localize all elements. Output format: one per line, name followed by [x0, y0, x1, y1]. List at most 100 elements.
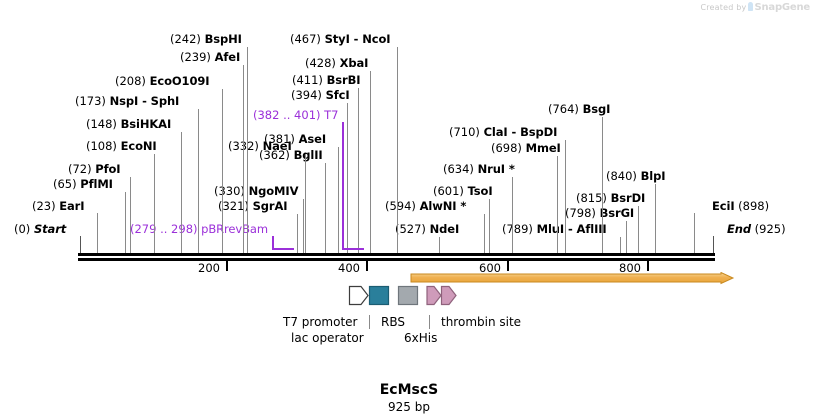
ruler-tick-label-200: 200	[198, 261, 220, 275]
enzyme-label-blpi[interactable]: (840) BlpI	[606, 169, 666, 183]
feature-label-thrombin-site[interactable]: thrombin site	[441, 315, 522, 329]
leader-line-sfci	[347, 103, 348, 253]
enzyme-label-pfoi[interactable]: (72) PfoI	[68, 162, 121, 176]
enzyme-name: AlwNI *	[419, 199, 467, 213]
ruler-tick-label-800: 800	[619, 261, 641, 275]
enzyme-pos: (710)	[449, 125, 480, 139]
enzyme-label-bsphi[interactable]: (242) BspHI	[170, 33, 242, 46]
enzyme-label-alwni[interactable]: (594) AlwNI *	[385, 200, 466, 213]
enzyme-name: BlpI	[640, 169, 666, 183]
feature-label-lac-operator[interactable]: lac operator	[291, 331, 364, 345]
enzyme-label-bsrgi[interactable]: (798) BsrGI	[565, 207, 634, 220]
enzyme-label-sgrai[interactable]: (321) SgrAI	[218, 200, 288, 213]
leader-line-clai	[565, 140, 566, 253]
leader-line-econi	[154, 154, 155, 253]
enzyme-name: PfoI	[95, 162, 121, 176]
ruler-tick-label-400: 400	[338, 261, 360, 275]
enzyme-name: MluI - AflIII	[536, 222, 607, 236]
enzyme-name: SfcI	[325, 88, 350, 102]
feature-label-rbs[interactable]: RBS	[381, 315, 405, 329]
ruler-tick-mark-400	[366, 261, 368, 271]
enzyme-label-ndei[interactable]: (527) NdeI	[395, 223, 459, 236]
enzyme-name: EcoO109I	[149, 74, 210, 88]
sequence-end-label[interactable]: End (925)	[727, 223, 786, 236]
orf-arrow[interactable]	[410, 272, 735, 286]
snapgene-logo-icon	[748, 2, 754, 11]
enzyme-label-asei[interactable]: (381) AseI	[264, 133, 326, 146]
leader-line-asei	[338, 147, 339, 253]
enzyme-pos: (330)	[214, 184, 245, 198]
leader-line-bsrgi	[626, 221, 627, 253]
primer-bar-pbrrevbam[interactable]	[272, 248, 294, 250]
feature-label-t7-promoter[interactable]: T7 promoter	[283, 315, 358, 329]
leader-line-blpi	[655, 184, 656, 253]
credit-prefix: Created by	[700, 3, 747, 12]
feature-label-t7-primer[interactable]: (382 .. 401) T7	[253, 109, 338, 122]
enzyme-name: MmeI	[525, 141, 561, 155]
enzyme-label-nrui[interactable]: (634) NruI *	[443, 163, 515, 176]
enzyme-label-bsihkai[interactable]: (148) BsiHKAI	[86, 118, 171, 131]
enzyme-label-tsoi[interactable]: (601) TsoI	[433, 185, 493, 198]
leader-line-xbai	[370, 71, 371, 253]
enzyme-name: BsrBI	[326, 73, 361, 87]
enzyme-label-bsgi[interactable]: (764) BsgI	[548, 103, 610, 116]
enzyme-label-econi[interactable]: (108) EcoNI	[86, 140, 157, 153]
leader-line-naei	[305, 154, 306, 253]
leader-line-nrui	[512, 177, 513, 253]
enzyme-label-mlui-afliii[interactable]: (789) MluI - AflIII	[502, 223, 607, 236]
sequence-start-label[interactable]: (0) Start	[14, 223, 66, 236]
enzyme-pos: (698)	[491, 141, 522, 155]
enzyme-pos: (173)	[75, 94, 106, 108]
enzyme-label-bsrbi[interactable]: (411) BsrBI	[292, 73, 361, 87]
enzyme-name: XbaI	[339, 56, 369, 70]
enzyme-name: BglII	[293, 148, 323, 162]
snapgene-credit: Created by SnapGene	[700, 2, 810, 13]
enzyme-pos: (362)	[259, 148, 290, 162]
enzyme-label-ngomiv[interactable]: (330) NgoMIV	[214, 185, 298, 198]
enzyme-label-afei[interactable]: (239) AfeI	[180, 51, 240, 64]
enzyme-name: EcoNI	[120, 139, 157, 153]
enzyme-pos: (72)	[68, 162, 92, 176]
enzyme-name: NgoMIV	[248, 184, 299, 198]
leader-line-eari	[97, 213, 98, 253]
sequence-backbone-top[interactable]	[78, 253, 715, 256]
enzyme-pos: (467)	[290, 32, 321, 46]
primer-stem-t7	[342, 122, 344, 250]
enzyme-name: ClaI - BspDI	[483, 125, 558, 139]
enzyme-label-xbai[interactable]: (428) XbaI	[305, 57, 368, 70]
enzyme-label-nspi-sphi[interactable]: (173) NspI - SphI	[75, 95, 179, 108]
enzyme-label-styi-ncoi[interactable]: (467) StyI - NcoI	[290, 32, 391, 46]
enzyme-label-ecii[interactable]: EciI (898)	[712, 200, 769, 213]
sequence-backbone-bottom[interactable]	[78, 258, 715, 261]
enzyme-label-clai-bspdi[interactable]: (710) ClaI - BspDI	[449, 126, 557, 139]
enzyme-name: NdeI	[429, 222, 460, 236]
ruler-tick-mark-200	[226, 261, 228, 271]
leader-line-mlui	[620, 237, 621, 253]
enzyme-pos: (65)	[53, 177, 77, 191]
enzyme-label-sfci[interactable]: (394) SfcI	[291, 89, 350, 102]
enzyme-label-ecoo109i[interactable]: (208) EcoO109I	[115, 74, 210, 88]
leader-line-bglii	[325, 163, 326, 253]
enzyme-pos: (394)	[291, 88, 322, 102]
enzyme-pos: (527)	[395, 222, 426, 236]
enzyme-label-mmei[interactable]: (698) MmeI	[491, 142, 561, 155]
enzyme-pos: (764)	[548, 102, 579, 116]
enzyme-label-bsrdi[interactable]: (815) BsrDI	[576, 192, 645, 205]
enzyme-pos: (148)	[86, 117, 117, 131]
leader-line-ecii	[694, 213, 695, 253]
enzyme-label-bglii[interactable]: (362) BglII	[259, 149, 323, 162]
leader-line-sgrai	[297, 214, 298, 253]
glyph-separator-1	[369, 315, 370, 329]
enzyme-label-pflmi[interactable]: (65) PflMI	[53, 178, 113, 191]
ruler-tick-label-600: 600	[479, 261, 501, 275]
primer-bar-t7[interactable]	[342, 248, 364, 250]
enzyme-name: AseI	[298, 132, 327, 146]
enzyme-pos: (208)	[115, 74, 146, 88]
primer-stem-pbrrevbam	[272, 236, 274, 250]
enzyme-name: BsiHKAI	[120, 117, 172, 131]
ruler-tick-mark-800	[647, 261, 649, 271]
feature-label-pbrrevbam-primer[interactable]: (279 .. 298) pBRrevBam	[130, 223, 268, 236]
feature-label-6xhis[interactable]: 6xHis	[404, 331, 438, 345]
enzyme-label-eari[interactable]: (23) EarI	[32, 200, 85, 213]
